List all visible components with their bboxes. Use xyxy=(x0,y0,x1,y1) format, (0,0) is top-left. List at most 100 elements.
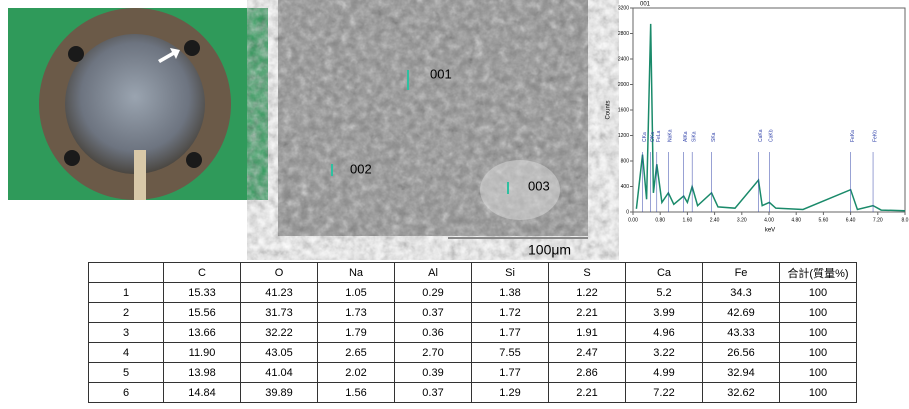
table-cell: 合計(質量%) xyxy=(779,262,857,283)
table-cell: 32.94 xyxy=(702,362,780,383)
table-cell: 100 xyxy=(779,322,857,343)
peak-label: CaKa xyxy=(758,129,764,142)
x-tick-label: 3.20 xyxy=(737,217,747,223)
table-cell: 100 xyxy=(779,382,857,403)
table-cell: 4 xyxy=(88,342,164,363)
peak-label: OKa xyxy=(650,132,656,142)
table-cell: 2.86 xyxy=(548,362,626,383)
table-cell: 0.29 xyxy=(394,282,472,303)
y-tick-label: 2800 xyxy=(618,31,629,37)
table-cell: 43.05 xyxy=(240,342,318,363)
peak-label: SKa xyxy=(711,132,717,142)
table-cell: 43.33 xyxy=(702,322,780,343)
table-cell: 1.56 xyxy=(317,382,395,403)
table-cell: Na xyxy=(317,262,395,283)
x-axis-label: keV xyxy=(765,228,775,234)
table-cell: 5.2 xyxy=(625,282,703,303)
peak-label: FeLa xyxy=(656,130,662,142)
table-cell: 6 xyxy=(88,382,164,403)
x-tick-label: 1.60 xyxy=(683,217,693,223)
scale-bar: 100μm xyxy=(528,242,571,258)
table-cell: 1.22 xyxy=(548,282,626,303)
table-cell: 26.56 xyxy=(702,342,780,363)
table-cell: 13.66 xyxy=(163,322,241,343)
peak-label: FeKa xyxy=(850,130,856,142)
x-tick-label: 4.80 xyxy=(791,217,801,223)
x-tick-label: 0.00 xyxy=(628,217,638,223)
table-cell: 4.96 xyxy=(625,322,703,343)
table-cell: Al xyxy=(394,262,472,283)
x-tick-label: 0.80 xyxy=(655,217,665,223)
table-cell: 1.29 xyxy=(471,382,549,403)
table-cell: 5 xyxy=(88,362,164,383)
table-cell: 2 xyxy=(88,302,164,323)
table-cell: 2.21 xyxy=(548,382,626,403)
peak-label: FeKb xyxy=(872,130,878,142)
table-cell: 100 xyxy=(779,302,857,323)
table-cell: 100 xyxy=(779,362,857,383)
table-cell: 2.70 xyxy=(394,342,472,363)
table-cell: 1.38 xyxy=(471,282,549,303)
table-cell: 13.98 xyxy=(163,362,241,383)
y-tick-label: 3200 xyxy=(618,5,629,11)
table-row: 5 13.98 41.04 2.02 0.39 1.77 2.86 4.99 32.94 100 xyxy=(88,362,857,383)
table-cell: 0.36 xyxy=(394,322,472,343)
table-row: 3 13.66 32.22 1.79 0.36 1.77 1.91 4.96 43.33 100 xyxy=(88,322,857,343)
table-cell: 32.62 xyxy=(702,382,780,403)
table-cell: 1 xyxy=(88,282,164,303)
table-cell: 0.37 xyxy=(394,302,472,323)
y-tick-label: 0 xyxy=(626,209,629,215)
table-cell: C xyxy=(163,262,241,283)
table-cell: 1.73 xyxy=(317,302,395,323)
x-tick-label: 8.0 xyxy=(902,217,909,223)
spectrum-line xyxy=(635,23,906,212)
peak-label: CKa xyxy=(642,132,648,142)
table-cell: 41.23 xyxy=(240,282,318,303)
table-cell: Si xyxy=(471,262,549,283)
table-cell: 2.21 xyxy=(548,302,626,323)
table-cell: 1.91 xyxy=(548,322,626,343)
table-cell: 42.69 xyxy=(702,302,780,323)
y-tick-label: 1600 xyxy=(618,107,629,113)
table-cell: 3 xyxy=(88,322,164,343)
y-tick-label: 2400 xyxy=(618,56,629,62)
table-cell: 2.65 xyxy=(317,342,395,363)
table-cell: 41.04 xyxy=(240,362,318,383)
y-axis-label: Counts xyxy=(606,100,612,119)
table-cell: 31.73 xyxy=(240,302,318,323)
table-cell: 1.77 xyxy=(471,322,549,343)
point-label: 003 xyxy=(528,178,550,193)
spectrum: 001 Counts keV 0 400 800 1200 1600 2000 2400 28… xyxy=(606,2,909,234)
table-cell: 2.47 xyxy=(548,342,626,363)
table-cell: 34.3 xyxy=(702,282,780,303)
x-tick-label: 5.60 xyxy=(819,217,829,223)
peak-label: AlKa xyxy=(683,131,689,142)
peak-label: NaKa xyxy=(668,129,674,142)
point-label: 002 xyxy=(350,161,372,176)
y-tick-label: 1200 xyxy=(618,133,629,139)
y-tick-label: 800 xyxy=(621,158,630,164)
peak-label: CaKb xyxy=(769,129,775,142)
table-cell: 4.99 xyxy=(625,362,703,383)
table-cell: 7.55 xyxy=(471,342,549,363)
spectrum-title: 001 xyxy=(640,2,651,8)
sem-image: 001 002 003 100μm xyxy=(278,0,588,258)
x-tick-label: 7.20 xyxy=(873,217,883,223)
table-row: 6 14.84 39.89 1.56 0.37 1.29 2.21 7.22 32.62 100 xyxy=(88,382,857,403)
table-cell: 100 xyxy=(779,282,857,303)
table-cell xyxy=(88,262,164,283)
table-cell: 7.22 xyxy=(625,382,703,403)
table-cell: 32.22 xyxy=(240,322,318,343)
peak-label: SiKa xyxy=(691,131,697,142)
y-tick-label: 2000 xyxy=(618,82,629,88)
table-cell: 100 xyxy=(779,342,857,363)
table-cell: 0.39 xyxy=(394,362,472,383)
table-cell: 11.90 xyxy=(163,342,241,363)
header-row: C O Na Al Si S Ca Fe 合計(質量%) xyxy=(88,262,857,283)
table-row: 4 11.90 43.05 2.65 2.70 7.55 2.47 3.22 26.56 100 xyxy=(88,342,857,363)
table-cell: O xyxy=(240,262,318,283)
x-tick-label: 6.40 xyxy=(846,217,856,223)
table-cell: 14.84 xyxy=(163,382,241,403)
table-cell: 1.77 xyxy=(471,362,549,383)
